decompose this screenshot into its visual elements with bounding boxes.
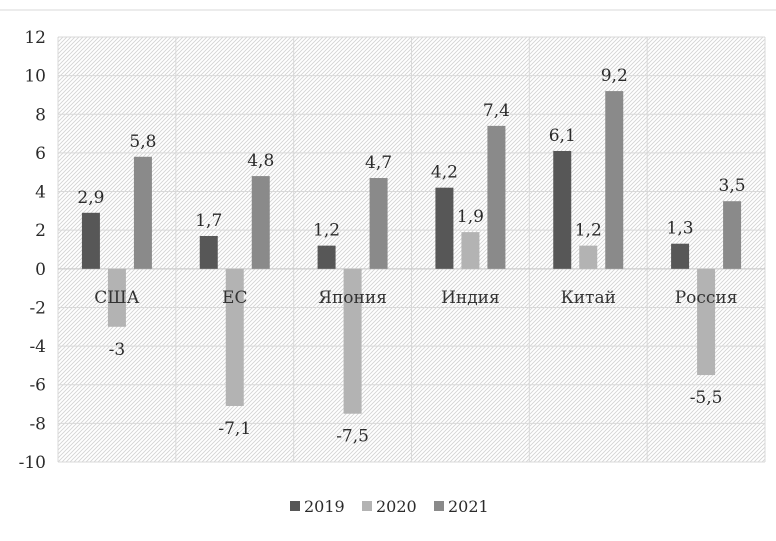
bar-2020-3 xyxy=(461,232,480,269)
category-label: Индия xyxy=(441,288,500,308)
y-tick-label: 12 xyxy=(24,28,46,48)
category-label: Россия xyxy=(675,288,738,308)
bar-2019-1 xyxy=(199,235,218,269)
bar-2021-0 xyxy=(133,156,152,269)
data-label: -5,5 xyxy=(690,388,723,408)
y-tick-label: -2 xyxy=(29,298,46,318)
y-tick-label: 6 xyxy=(35,144,46,164)
bar-2020-2 xyxy=(343,268,362,414)
category-label: Китай xyxy=(561,288,616,308)
legend-swatch-2020 xyxy=(362,501,372,511)
y-tick-label: -6 xyxy=(29,376,46,396)
legend-swatch-2019 xyxy=(290,501,300,511)
data-label: 3,5 xyxy=(719,176,746,196)
bar-2019-4 xyxy=(553,150,572,269)
bar-2019-5 xyxy=(671,243,690,269)
data-label: 6,1 xyxy=(549,126,576,146)
data-label: 2,9 xyxy=(77,188,104,208)
bar-2021-2 xyxy=(369,178,388,269)
category-labels: США ЕС Япония Индия Китай Россия xyxy=(94,288,737,308)
category-label: США xyxy=(94,288,139,308)
bar-2020-5 xyxy=(697,268,716,376)
data-label: 1,2 xyxy=(313,221,340,241)
legend: 2019 2020 2021 xyxy=(290,497,489,516)
y-tick-label: 10 xyxy=(24,67,46,87)
data-label: -3 xyxy=(109,340,126,360)
data-label: 7,4 xyxy=(483,101,510,121)
gridlines xyxy=(57,36,766,463)
bar-2021-4 xyxy=(605,91,624,269)
bar-2021-3 xyxy=(487,125,506,269)
bar-2021-5 xyxy=(723,201,742,269)
data-label: 4,8 xyxy=(247,151,274,171)
bar-2019-2 xyxy=(317,245,336,269)
bar-2020-4 xyxy=(579,245,598,269)
legend-label: 2020 xyxy=(376,497,417,516)
legend-label: 2019 xyxy=(304,497,345,516)
y-tick-label: 2 xyxy=(35,221,46,241)
bar-2019-3 xyxy=(435,187,454,269)
data-label: 4,2 xyxy=(431,163,458,183)
y-tick-label: 4 xyxy=(35,183,46,203)
data-label: 1,7 xyxy=(195,211,222,231)
y-tick-label: -4 xyxy=(29,337,46,357)
bars xyxy=(81,91,742,414)
bar-2019-0 xyxy=(81,212,100,269)
data-labels: 2,9 -3 5,8 1,7 -7,1 4,8 1,2 -7,5 4,7 4,2 1,9 7,4 6,1… xyxy=(77,66,745,447)
data-label: 1,3 xyxy=(667,219,694,239)
legend-label: 2021 xyxy=(448,497,489,516)
bar-2020-0 xyxy=(107,268,126,327)
data-label: -7,1 xyxy=(218,419,251,439)
data-label: -7,5 xyxy=(336,427,369,447)
y-axis-ticks: 12 10 8 6 4 2 0 -2 -4 -6 -8 -10 xyxy=(19,28,46,473)
data-label: 5,8 xyxy=(129,132,156,152)
category-label: ЕС xyxy=(222,288,247,308)
data-label: 4,7 xyxy=(365,153,392,173)
bar-2021-1 xyxy=(251,176,270,269)
legend-swatch-2021 xyxy=(434,501,444,511)
y-tick-label: 0 xyxy=(35,260,46,280)
y-tick-label: -10 xyxy=(19,453,46,473)
y-tick-label: -8 xyxy=(29,414,46,434)
data-label: 9,2 xyxy=(601,66,628,86)
category-label: Япония xyxy=(318,288,387,308)
data-label: 1,2 xyxy=(575,221,602,241)
bar-2020-1 xyxy=(225,268,244,406)
y-tick-label: 8 xyxy=(35,105,46,125)
data-label: 1,9 xyxy=(457,207,484,227)
